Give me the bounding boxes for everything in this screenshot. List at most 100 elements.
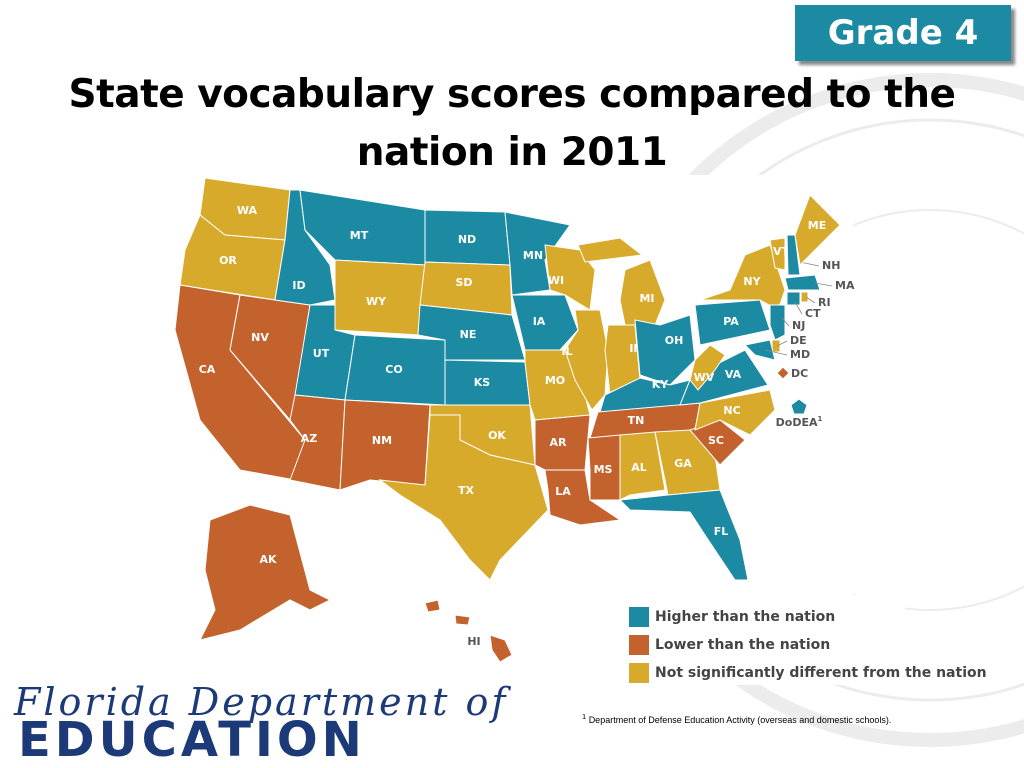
region-label: AR xyxy=(550,436,568,449)
leader-line xyxy=(799,261,820,267)
region-label: GA xyxy=(674,457,692,470)
region-shape xyxy=(564,309,609,411)
region: MA xyxy=(784,274,855,292)
footnote-text: Department of Defense Education Activity… xyxy=(588,715,892,725)
leader-line xyxy=(764,349,788,356)
legend-swatch xyxy=(629,635,649,655)
region-label: NY xyxy=(743,275,761,288)
footnote-marker: 1 xyxy=(582,712,587,721)
region: MN xyxy=(504,211,571,296)
legend-label: Not significantly different from the nat… xyxy=(655,665,987,681)
region-shape xyxy=(489,634,513,663)
region-shape xyxy=(544,469,622,526)
region-shape xyxy=(619,431,666,501)
region-label: ID xyxy=(292,279,305,292)
region-label: NC xyxy=(723,404,740,417)
region-shape xyxy=(776,366,790,380)
region: ME xyxy=(794,194,841,267)
region: AK xyxy=(199,504,332,641)
region-label: WV xyxy=(694,371,715,384)
region-label: TN xyxy=(628,414,645,427)
region-label: OK xyxy=(488,429,506,442)
region-shape xyxy=(199,504,332,641)
region-label: RI xyxy=(818,296,831,309)
region-label: OR xyxy=(219,254,237,267)
region: VT xyxy=(769,237,789,271)
region-label: AK xyxy=(259,553,277,566)
legend-background xyxy=(620,595,905,685)
region-label: WY xyxy=(366,295,387,308)
region-label: MN xyxy=(523,249,543,262)
region: MD xyxy=(743,339,810,361)
region: TN xyxy=(589,402,701,439)
legend-swatch xyxy=(629,607,649,627)
region-label: KY xyxy=(652,378,670,391)
region-shape xyxy=(511,294,579,351)
region-shape xyxy=(771,339,781,353)
leader-line xyxy=(781,317,790,327)
region: MS xyxy=(587,434,621,501)
region-label: HI xyxy=(467,635,480,648)
footnote: 1 Department of Defense Education Activi… xyxy=(582,712,891,725)
region-label: AL xyxy=(631,461,647,474)
region-label: PA xyxy=(723,315,739,328)
leader-line xyxy=(794,301,803,315)
region-shape xyxy=(769,304,786,341)
region-label: CA xyxy=(199,363,216,376)
region-label: NM xyxy=(372,434,392,447)
region-label: NJ xyxy=(792,319,805,332)
region-label: CT xyxy=(805,307,821,320)
region-label: SC xyxy=(708,434,724,447)
region-label: FL xyxy=(714,525,729,538)
region-label: MA xyxy=(835,279,855,292)
region-label: MS xyxy=(594,463,613,476)
region-label: VA xyxy=(725,368,742,381)
region-label: WI xyxy=(548,274,564,287)
region-label: WA xyxy=(237,204,258,217)
region-label: AZ xyxy=(301,432,318,445)
region-label: KS xyxy=(474,376,491,389)
grade-badge: Grade 4 xyxy=(795,5,1011,61)
region-label: CO xyxy=(385,363,402,376)
region: KY xyxy=(599,377,691,413)
legend-label: Lower than the nation xyxy=(655,637,830,653)
region: MI xyxy=(577,237,666,326)
region-shape xyxy=(784,274,821,291)
region-shape xyxy=(794,194,841,267)
region-shape xyxy=(689,344,726,391)
leader-line xyxy=(776,340,788,347)
region: CT xyxy=(786,291,821,320)
legend-swatch xyxy=(629,663,649,683)
leader-line xyxy=(805,296,816,304)
region-shape xyxy=(378,414,549,581)
region: AL xyxy=(619,431,666,501)
region-label: DE xyxy=(790,334,807,347)
region-label: IL xyxy=(561,345,572,358)
region-shape xyxy=(424,599,441,613)
region-label: NV xyxy=(251,331,269,344)
region-label: MD xyxy=(790,348,810,361)
legend-label: Higher than the nation xyxy=(655,609,835,625)
region-shape xyxy=(577,237,644,263)
region: HI xyxy=(424,599,513,663)
region-label: OH xyxy=(665,334,684,347)
region: CO xyxy=(344,334,446,406)
region: IA xyxy=(511,294,579,351)
region: VA xyxy=(679,349,769,406)
region-shape xyxy=(743,339,776,361)
logo-line: Florida Department of xyxy=(14,680,509,724)
region-shape xyxy=(800,291,809,303)
region-label: NE xyxy=(460,328,477,341)
region: IL xyxy=(561,309,609,411)
region-shape xyxy=(790,398,808,415)
logo-wordmark: EDUCATION xyxy=(18,712,366,768)
region-label: UT xyxy=(313,347,330,360)
region: DoDEA1 xyxy=(776,398,822,429)
region-label: TX xyxy=(458,484,475,497)
region-label: MO xyxy=(545,374,565,387)
region: NJ xyxy=(769,304,805,341)
region-label: ME xyxy=(808,219,826,232)
region-shape xyxy=(769,237,786,271)
